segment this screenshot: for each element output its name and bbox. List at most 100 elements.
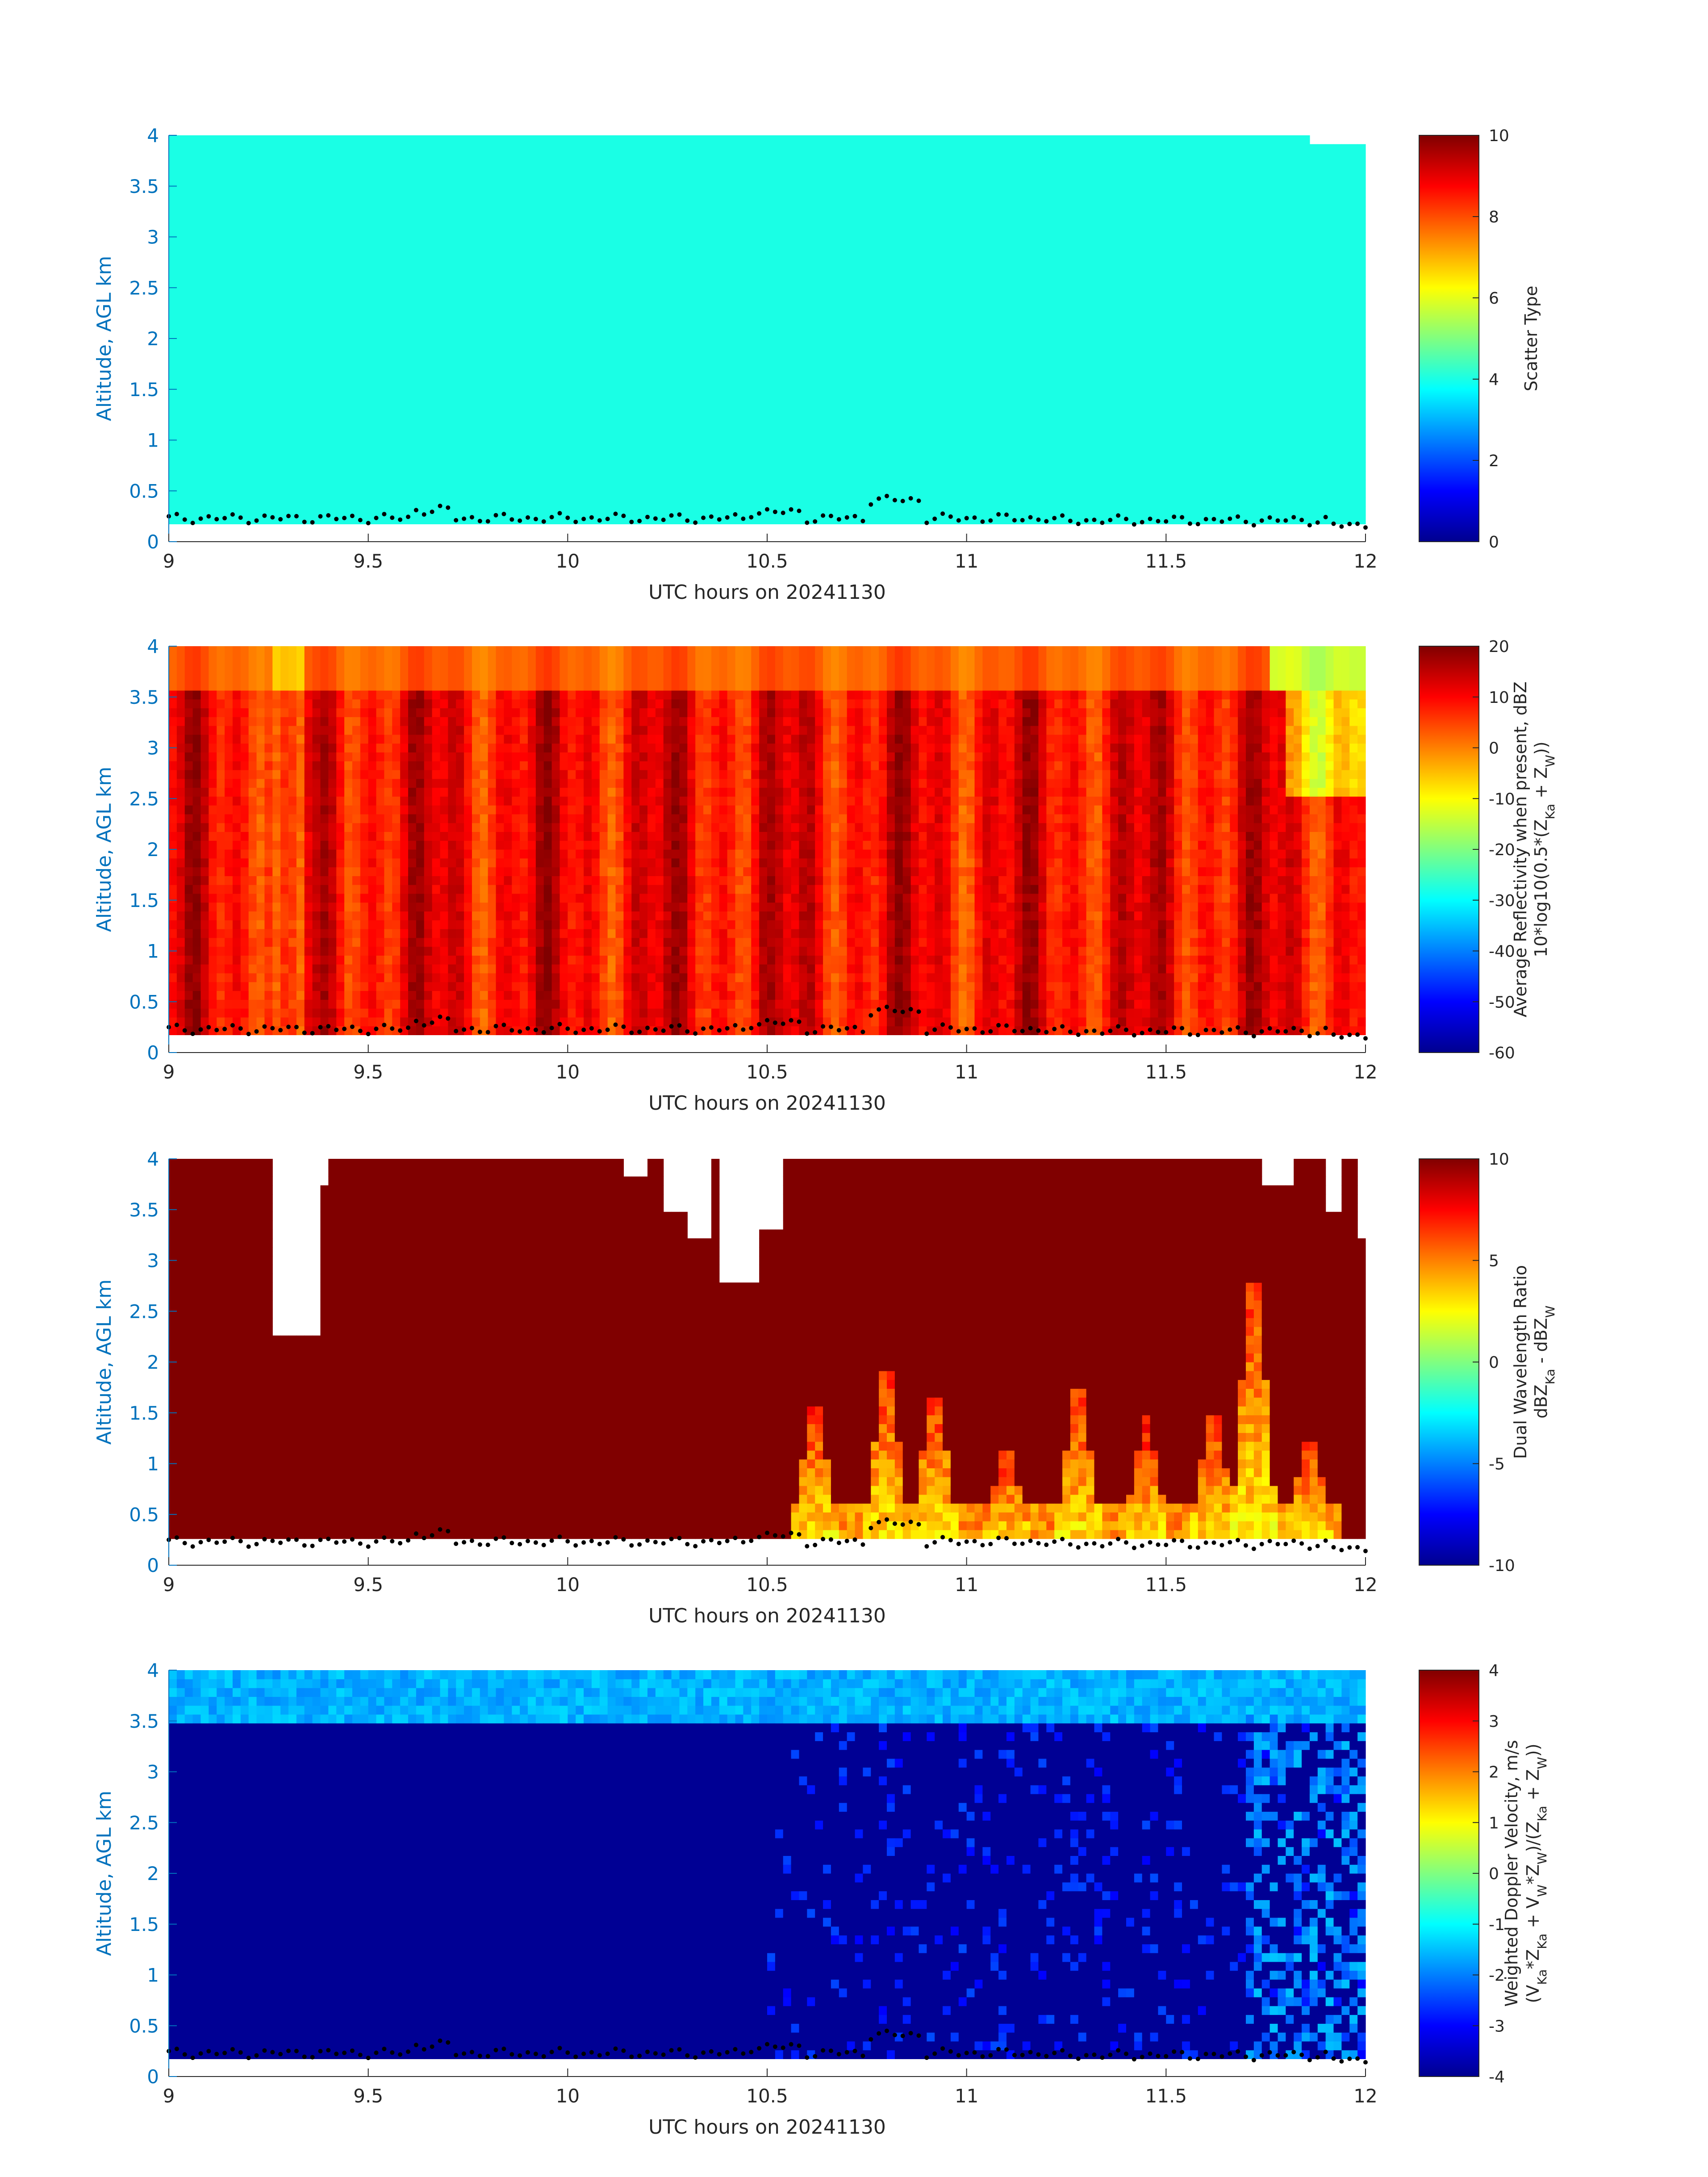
heatmap-cell [456,206,464,215]
heatmap-cell [847,188,856,198]
heatmap-cell [831,480,839,489]
heatmap-cell [831,506,839,516]
heatmap-cell [799,259,807,268]
heatmap-cell [328,418,337,427]
heatmap-cell [543,232,552,242]
heatmap-cell [775,206,784,215]
heatmap-cell [200,444,209,454]
heatmap-cell [1014,418,1023,427]
heatmap-cell [735,294,743,304]
heatmap-cell [376,250,384,259]
heatmap-cell [799,267,807,277]
heatmap-cell [998,453,1007,463]
heatmap-cell [1046,382,1055,392]
heatmap-cell [631,135,640,145]
heatmap-cell [799,321,807,330]
heatmap-cell [1022,391,1031,401]
heatmap-cell [184,506,193,516]
heatmap-cell [272,144,281,154]
heatmap-cell [184,435,193,445]
heatmap-cell [392,462,401,472]
heatmap-cell [735,153,743,162]
heatmap-cell [464,135,472,145]
heatmap-cell [217,506,225,516]
heatmap-cell [360,171,369,180]
heatmap-cell [424,515,433,525]
heatmap-cell [998,259,1007,268]
heatmap-cell [902,232,911,242]
heatmap-cell [424,223,433,233]
heatmap-cell [1022,453,1031,463]
heatmap-cell [272,285,281,295]
heatmap-cell [711,259,720,268]
heatmap-cell [935,188,943,198]
heatmap-cell [623,162,632,171]
heatmap-cell [599,391,608,401]
heatmap-cell [560,365,568,374]
heatmap-cell [783,223,792,233]
heatmap-cell [799,206,807,215]
heatmap-cell [927,259,935,268]
heatmap-cell [894,135,903,145]
heatmap-cell [192,489,201,498]
heatmap-cell [815,480,823,489]
heatmap-cell [623,400,632,409]
heatmap-cell [966,232,975,242]
heatmap-cell [504,197,512,206]
heatmap-cell [639,497,648,507]
heatmap-cell [863,374,871,383]
heatmap-cell [799,188,807,198]
heatmap-cell [855,497,863,507]
heatmap-cell [687,489,696,498]
heatmap-cell [424,294,433,304]
heatmap-cell [599,338,608,348]
heatmap-cell [368,347,377,357]
heatmap-cell [647,215,656,224]
heatmap-cell [966,330,975,339]
heatmap-cell [647,241,656,251]
heatmap-cell [304,365,313,374]
heatmap-cell [528,400,536,409]
heatmap-cell [607,312,616,322]
heatmap-cell [384,321,393,330]
heatmap-cell [727,171,736,180]
heatmap-cell [998,215,1007,224]
heatmap-cell [847,374,856,383]
heatmap-cell [488,241,497,251]
heatmap-cell [631,489,640,498]
heatmap-cell [209,285,217,295]
heatmap-cell [528,188,536,198]
heatmap-cell [919,153,927,162]
heatmap-cell [560,382,568,392]
heatmap-cell [296,312,305,322]
heatmap-cell [368,480,377,489]
heatmap-cell [1070,400,1079,409]
heatmap-cell [312,171,321,180]
heatmap-cell [320,426,329,436]
heatmap-cell [879,418,887,427]
heatmap-cell [871,400,879,409]
heatmap-cell [966,356,975,365]
heatmap-cell [472,409,480,418]
heatmap-cell [655,347,664,357]
heatmap-cell [655,435,664,445]
heatmap-cell [631,382,640,392]
heatmap-cell [336,171,345,180]
heatmap-cell [919,250,927,259]
heatmap-cell [775,171,784,180]
heatmap-cell [863,382,871,392]
heatmap-cell [990,462,999,472]
heatmap-cell [863,232,871,242]
heatmap-cell [1046,444,1055,454]
heatmap-cell [871,241,879,251]
heatmap-cell [304,321,313,330]
heatmap-cell [799,276,807,286]
heatmap-cell [735,321,743,330]
heatmap-cell [184,321,193,330]
heatmap-cell [217,391,225,401]
heatmap-cell [232,285,241,295]
heatmap-cell [958,171,967,180]
heatmap-cell [504,259,512,268]
heatmap-cell [894,347,903,357]
heatmap-cell [1006,250,1015,259]
